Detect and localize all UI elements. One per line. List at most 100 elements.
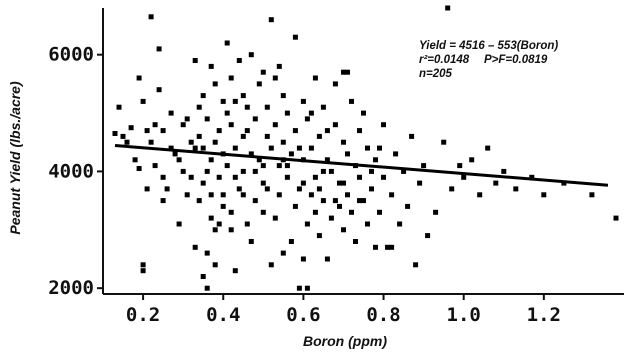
x-tick-label: 0.6 — [286, 304, 320, 326]
data-point — [341, 227, 346, 233]
axis-ticks — [97, 53, 545, 300]
data-point — [196, 198, 202, 204]
data-point — [401, 168, 407, 174]
data-point — [312, 209, 318, 215]
data-point — [136, 166, 142, 171]
x-tick-label: 0.8 — [366, 304, 400, 326]
data-point — [405, 203, 411, 209]
data-point — [208, 192, 214, 198]
data-point — [244, 128, 250, 134]
data-point — [232, 174, 238, 180]
data-point — [264, 104, 270, 110]
data-point — [148, 14, 154, 20]
data-point — [449, 186, 455, 192]
data-point — [204, 285, 210, 291]
data-point — [232, 145, 238, 151]
data-point — [365, 145, 370, 151]
data-point — [184, 192, 190, 198]
data-point — [128, 125, 134, 131]
data-point — [300, 98, 306, 104]
data-point — [320, 168, 326, 174]
data-point — [421, 163, 427, 169]
data-point — [160, 128, 166, 134]
data-point — [365, 221, 370, 227]
data-point — [300, 256, 306, 262]
data-point — [244, 221, 250, 227]
data-point — [337, 180, 342, 186]
data-point — [120, 133, 126, 139]
data-point — [461, 174, 467, 180]
data-point — [216, 174, 222, 180]
x-axis-title: Boron (ppm) — [303, 333, 387, 349]
data-point — [260, 209, 266, 215]
data-point — [288, 151, 294, 157]
data-point — [228, 209, 234, 215]
data-point — [381, 122, 386, 128]
data-point — [268, 17, 274, 23]
data-point — [252, 116, 258, 122]
annotation-r-squared: r²=0.0148 — [419, 54, 470, 66]
data-point — [220, 98, 226, 104]
data-point — [349, 98, 354, 104]
data-point — [357, 128, 362, 134]
data-point — [300, 180, 306, 186]
data-point — [224, 40, 230, 46]
data-point — [332, 81, 338, 87]
data-point — [417, 180, 423, 186]
data-point — [413, 262, 419, 268]
data-point — [337, 203, 342, 209]
data-point — [208, 157, 214, 163]
data-point — [176, 157, 182, 163]
data-point — [196, 133, 202, 139]
regression-line — [114, 144, 609, 187]
data-point — [236, 186, 242, 192]
data-point — [216, 221, 222, 227]
data-point — [260, 69, 266, 75]
data-point — [493, 180, 499, 186]
data-point — [152, 163, 158, 169]
data-point — [513, 186, 519, 192]
data-point — [377, 209, 382, 215]
data-point — [264, 133, 270, 139]
data-point — [248, 151, 254, 157]
data-point — [180, 168, 186, 174]
data-point — [284, 163, 290, 169]
data-point — [224, 110, 230, 116]
data-point — [397, 221, 403, 227]
data-point — [264, 186, 270, 192]
data-point — [248, 239, 254, 244]
data-point — [276, 192, 282, 198]
data-point — [349, 209, 354, 215]
data-point — [272, 75, 278, 81]
data-point — [204, 168, 210, 174]
data-point — [112, 131, 118, 136]
data-point — [296, 186, 302, 192]
data-point — [284, 110, 290, 116]
annotation-n: n=205 — [419, 68, 453, 80]
data-point — [385, 244, 390, 250]
data-point — [208, 63, 214, 69]
data-point — [320, 104, 326, 110]
data-point — [272, 215, 278, 221]
data-point — [373, 157, 378, 163]
data-point — [212, 81, 218, 87]
data-point — [240, 168, 246, 174]
data-point — [256, 157, 262, 163]
data-point — [212, 227, 218, 233]
data-point — [188, 174, 194, 180]
data-point — [256, 81, 262, 87]
data-point — [124, 139, 130, 145]
data-point — [324, 157, 330, 163]
data-point — [192, 58, 198, 63]
data-point — [280, 93, 286, 99]
data-point — [192, 145, 198, 151]
data-point — [260, 163, 266, 169]
data-point — [232, 268, 238, 274]
data-point — [393, 151, 399, 157]
data-point — [332, 198, 338, 204]
data-point — [353, 239, 358, 244]
y-tick-label: 6000 — [48, 44, 94, 66]
data-point — [216, 128, 222, 134]
data-point — [152, 122, 158, 128]
data-point — [312, 75, 318, 81]
